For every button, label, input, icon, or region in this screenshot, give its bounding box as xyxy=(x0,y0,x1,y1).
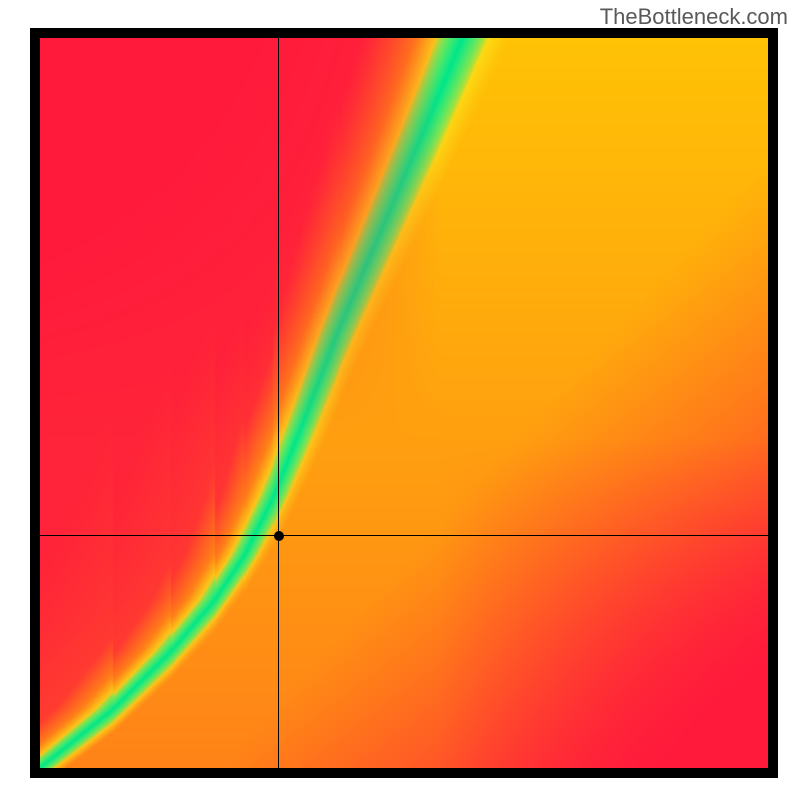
watermark-text: TheBottleneck.com xyxy=(600,4,788,30)
crosshair-horizontal xyxy=(40,535,768,536)
crosshair-marker xyxy=(274,531,284,541)
crosshair-vertical xyxy=(278,38,279,768)
heatmap-canvas xyxy=(40,38,768,768)
chart-container: TheBottleneck.com xyxy=(0,0,800,800)
